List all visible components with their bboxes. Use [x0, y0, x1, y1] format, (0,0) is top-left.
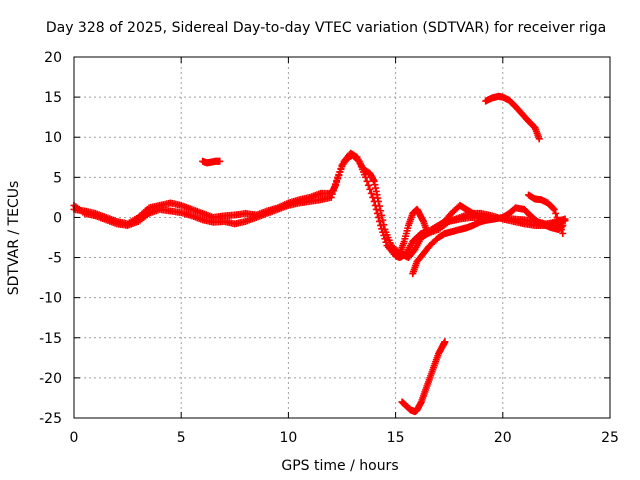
data-point-marker — [363, 177, 371, 185]
series-track-8 — [525, 191, 567, 237]
x-tick-label: 15 — [387, 430, 405, 446]
y-tick-label: 10 — [44, 130, 62, 146]
data-point-marker — [376, 217, 384, 225]
x-tick-label: 25 — [601, 430, 619, 446]
grid-lines — [74, 57, 610, 418]
series-track-2 — [70, 149, 569, 262]
data-point-marker — [364, 181, 372, 189]
data-point-marker — [374, 197, 382, 205]
data-layer — [70, 92, 569, 416]
series-track-6 — [482, 92, 543, 143]
y-tick-label: 15 — [44, 90, 62, 106]
data-point-marker — [379, 216, 387, 224]
series-track-1 — [70, 151, 569, 262]
data-point-marker — [376, 202, 384, 210]
series-track-5 — [199, 157, 224, 167]
y-tick-label: -20 — [39, 371, 62, 387]
y-tick-label: 20 — [44, 50, 62, 66]
data-point-marker — [328, 190, 336, 198]
y-tick-label: -15 — [39, 331, 62, 347]
axis-ticks: 0 5 10 15 20 25 -25 -20 -15 -10 -5 0 5 10 15 20 — [39, 50, 619, 446]
data-point-marker — [372, 205, 380, 213]
data-point-marker — [330, 183, 338, 191]
data-point-marker — [333, 177, 341, 185]
data-point-marker — [484, 216, 492, 224]
series-track-7 — [398, 338, 449, 416]
y-tick-label: -5 — [48, 251, 62, 267]
data-point-marker — [381, 235, 389, 243]
data-point-marker — [327, 193, 335, 201]
series-track-4 — [409, 216, 492, 278]
data-point-marker — [555, 217, 563, 225]
plot-frame — [73, 56, 611, 419]
data-point-marker — [377, 207, 385, 215]
x-tick-label: 10 — [279, 430, 297, 446]
y-tick-label: 5 — [53, 170, 62, 186]
data-point-marker — [552, 209, 560, 217]
data-point-marker — [332, 180, 340, 188]
y-tick-label: 0 — [53, 210, 62, 226]
data-point-marker — [550, 205, 558, 213]
data-point-marker — [553, 213, 561, 221]
y-tick-label: -10 — [39, 291, 62, 307]
x-tick-label: 20 — [494, 430, 512, 446]
data-point-marker — [216, 157, 224, 165]
y-tick-label: -25 — [39, 411, 62, 427]
data-point-marker — [378, 211, 386, 219]
data-point-marker — [561, 215, 569, 223]
data-point-marker — [380, 221, 388, 229]
data-point-marker — [549, 204, 557, 212]
data-point-marker — [559, 229, 567, 237]
data-point-marker — [329, 187, 337, 195]
chart-title: Day 328 of 2025, Sidereal Day-to-day VTE… — [46, 20, 606, 36]
data-point-marker — [557, 225, 565, 233]
y-axis-title: SDTVAR / TECUs — [6, 181, 22, 296]
data-point-marker — [366, 185, 374, 193]
data-point-marker — [556, 221, 564, 229]
data-point-marker — [441, 338, 449, 346]
data-point-marker — [535, 135, 543, 143]
data-point-marker — [367, 189, 375, 197]
x-tick-label: 0 — [70, 430, 79, 446]
data-point-marker — [362, 173, 370, 181]
x-axis-title: GPS time / hours — [281, 458, 398, 474]
x-tick-label: 5 — [177, 430, 186, 446]
